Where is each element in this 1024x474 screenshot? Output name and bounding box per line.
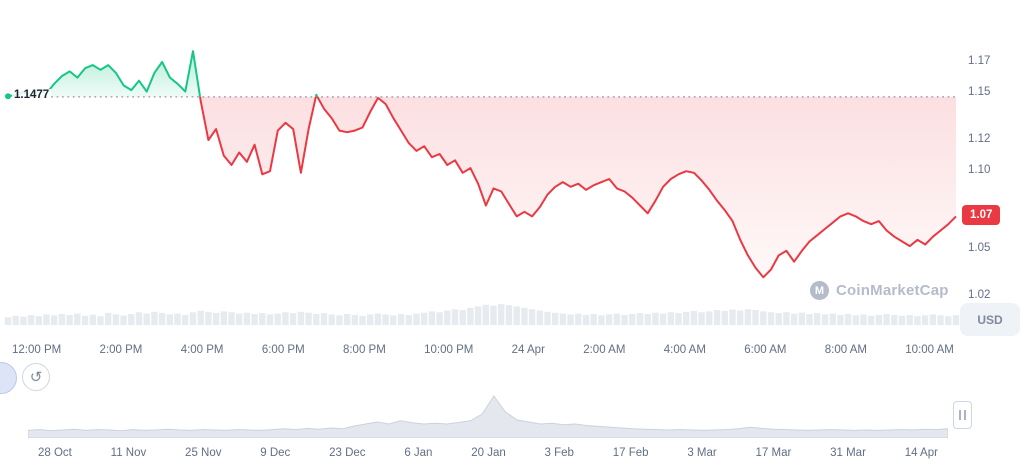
y-axis: 1.07 USD 1.17 1.15 1.12 1.10 1.05 1.02 — [960, 0, 1024, 340]
time-tick: 10:00 PM — [424, 344, 474, 356]
date-tick: 17 Feb — [612, 447, 649, 459]
price-chart[interactable] — [0, 0, 960, 340]
time-tick: 24 Apr — [511, 344, 545, 356]
y-axis-label: 1.17 — [968, 55, 991, 67]
volume-bars — [4, 304, 960, 325]
date-range-brush[interactable] — [28, 392, 948, 438]
brush-resize-handle[interactable] — [953, 401, 972, 429]
fab-button[interactable] — [0, 362, 17, 394]
coinmarketcap-watermark: M CoinMarketCap — [810, 281, 949, 300]
baseline-price-label: 1.1477 — [12, 88, 52, 101]
date-tick: 9 Dec — [260, 447, 291, 459]
time-tick: 12:00 PM — [12, 344, 62, 356]
date-tick: 23 Dec — [329, 447, 366, 459]
date-tick: 14 Apr — [904, 447, 938, 459]
date-tick: 28 Oct — [38, 447, 72, 459]
time-tick: 6:00 PM — [261, 344, 305, 356]
date-tick: 3 Feb — [544, 447, 574, 459]
history-icon: ↺ — [29, 368, 43, 386]
reset-zoom-button[interactable]: ↺ — [22, 363, 50, 391]
watermark-text: CoinMarketCap — [836, 282, 949, 299]
y-axis-label: 1.10 — [968, 164, 991, 177]
time-tick: 8:00 AM — [824, 344, 867, 356]
date-tick: 17 Mar — [755, 447, 792, 459]
time-tick: 8:00 PM — [342, 344, 386, 356]
y-axis-label: 1.02 — [968, 289, 991, 301]
date-axis: 28 Oct 11 Nov 25 Nov 9 Dec 23 Dec 6 Jan 20 Jan… — [38, 447, 938, 459]
time-tick: 2:00 AM — [583, 344, 626, 356]
time-tick: 10:00 AM — [905, 344, 954, 356]
time-tick: 4:00 PM — [180, 344, 224, 356]
y-axis-label: 1.15 — [968, 86, 991, 99]
date-tick: 6 Jan — [404, 447, 433, 459]
time-axis: 12:00 PM 2:00 PM 4:00 PM 6:00 PM 8:00 PM 10:0… — [12, 344, 954, 356]
date-tick: 20 Jan — [471, 447, 506, 459]
y-axis-label: 1.12 — [968, 133, 991, 145]
coinmarketcap-logo-icon: M — [810, 281, 829, 300]
time-tick: 4:00 AM — [663, 344, 706, 356]
date-tick: 3 Mar — [687, 447, 717, 459]
date-tick: 11 Nov — [110, 447, 147, 459]
time-tick: 2:00 PM — [99, 344, 143, 356]
time-tick: 6:00 AM — [744, 344, 787, 356]
y-axis-label: 1.05 — [968, 242, 991, 255]
current-price-badge: 1.07 — [962, 205, 1001, 226]
currency-label[interactable]: USD — [960, 303, 1020, 336]
date-tick: 25 Nov — [185, 447, 222, 459]
range-volume-chart — [28, 395, 948, 438]
date-tick: 31 Mar — [830, 447, 866, 459]
